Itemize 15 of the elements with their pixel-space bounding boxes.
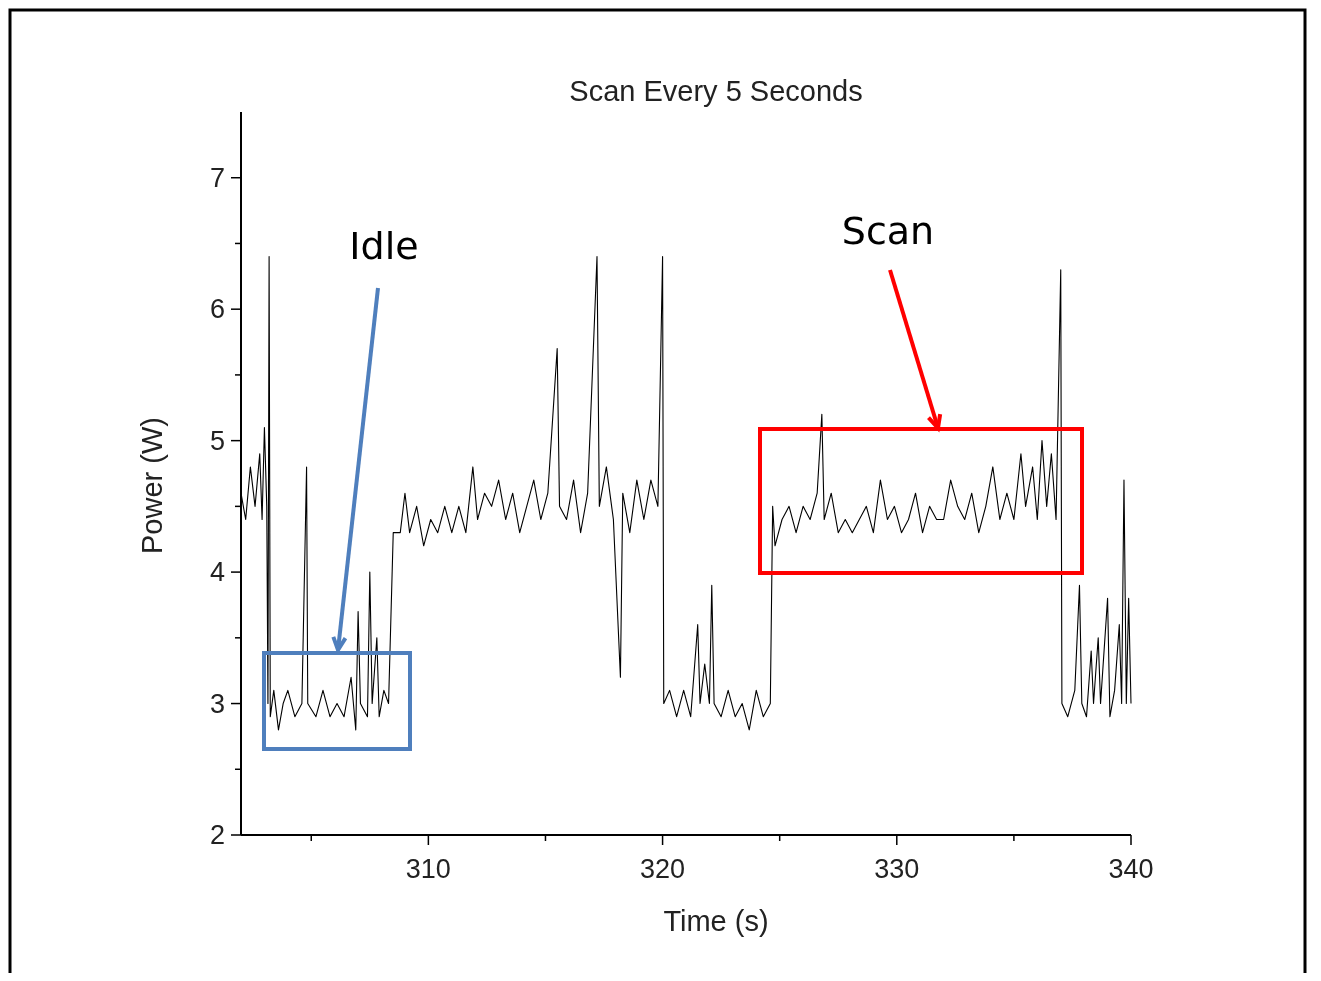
y-tick-label: 6 bbox=[209, 294, 225, 325]
x-axis-title: Time (s) bbox=[663, 905, 769, 937]
chart-title: Scan Every 5 Seconds bbox=[569, 75, 863, 107]
y-tick-label: 2 bbox=[209, 820, 225, 850]
x-tick-label: 310 bbox=[405, 854, 451, 884]
x-tick-label: 330 bbox=[874, 854, 920, 884]
y-tick-label: 4 bbox=[209, 557, 225, 588]
annotation: Idle bbox=[349, 224, 419, 268]
annotation: Scan bbox=[841, 209, 935, 253]
x-tick-label: 340 bbox=[1108, 854, 1154, 884]
y-tick-label: 7 bbox=[209, 162, 225, 193]
y-tick-label: 3 bbox=[209, 688, 225, 719]
y-tick-label: 5 bbox=[209, 425, 225, 456]
y-axis-title: Power (W) bbox=[136, 417, 168, 554]
x-tick-label: 320 bbox=[640, 854, 686, 884]
